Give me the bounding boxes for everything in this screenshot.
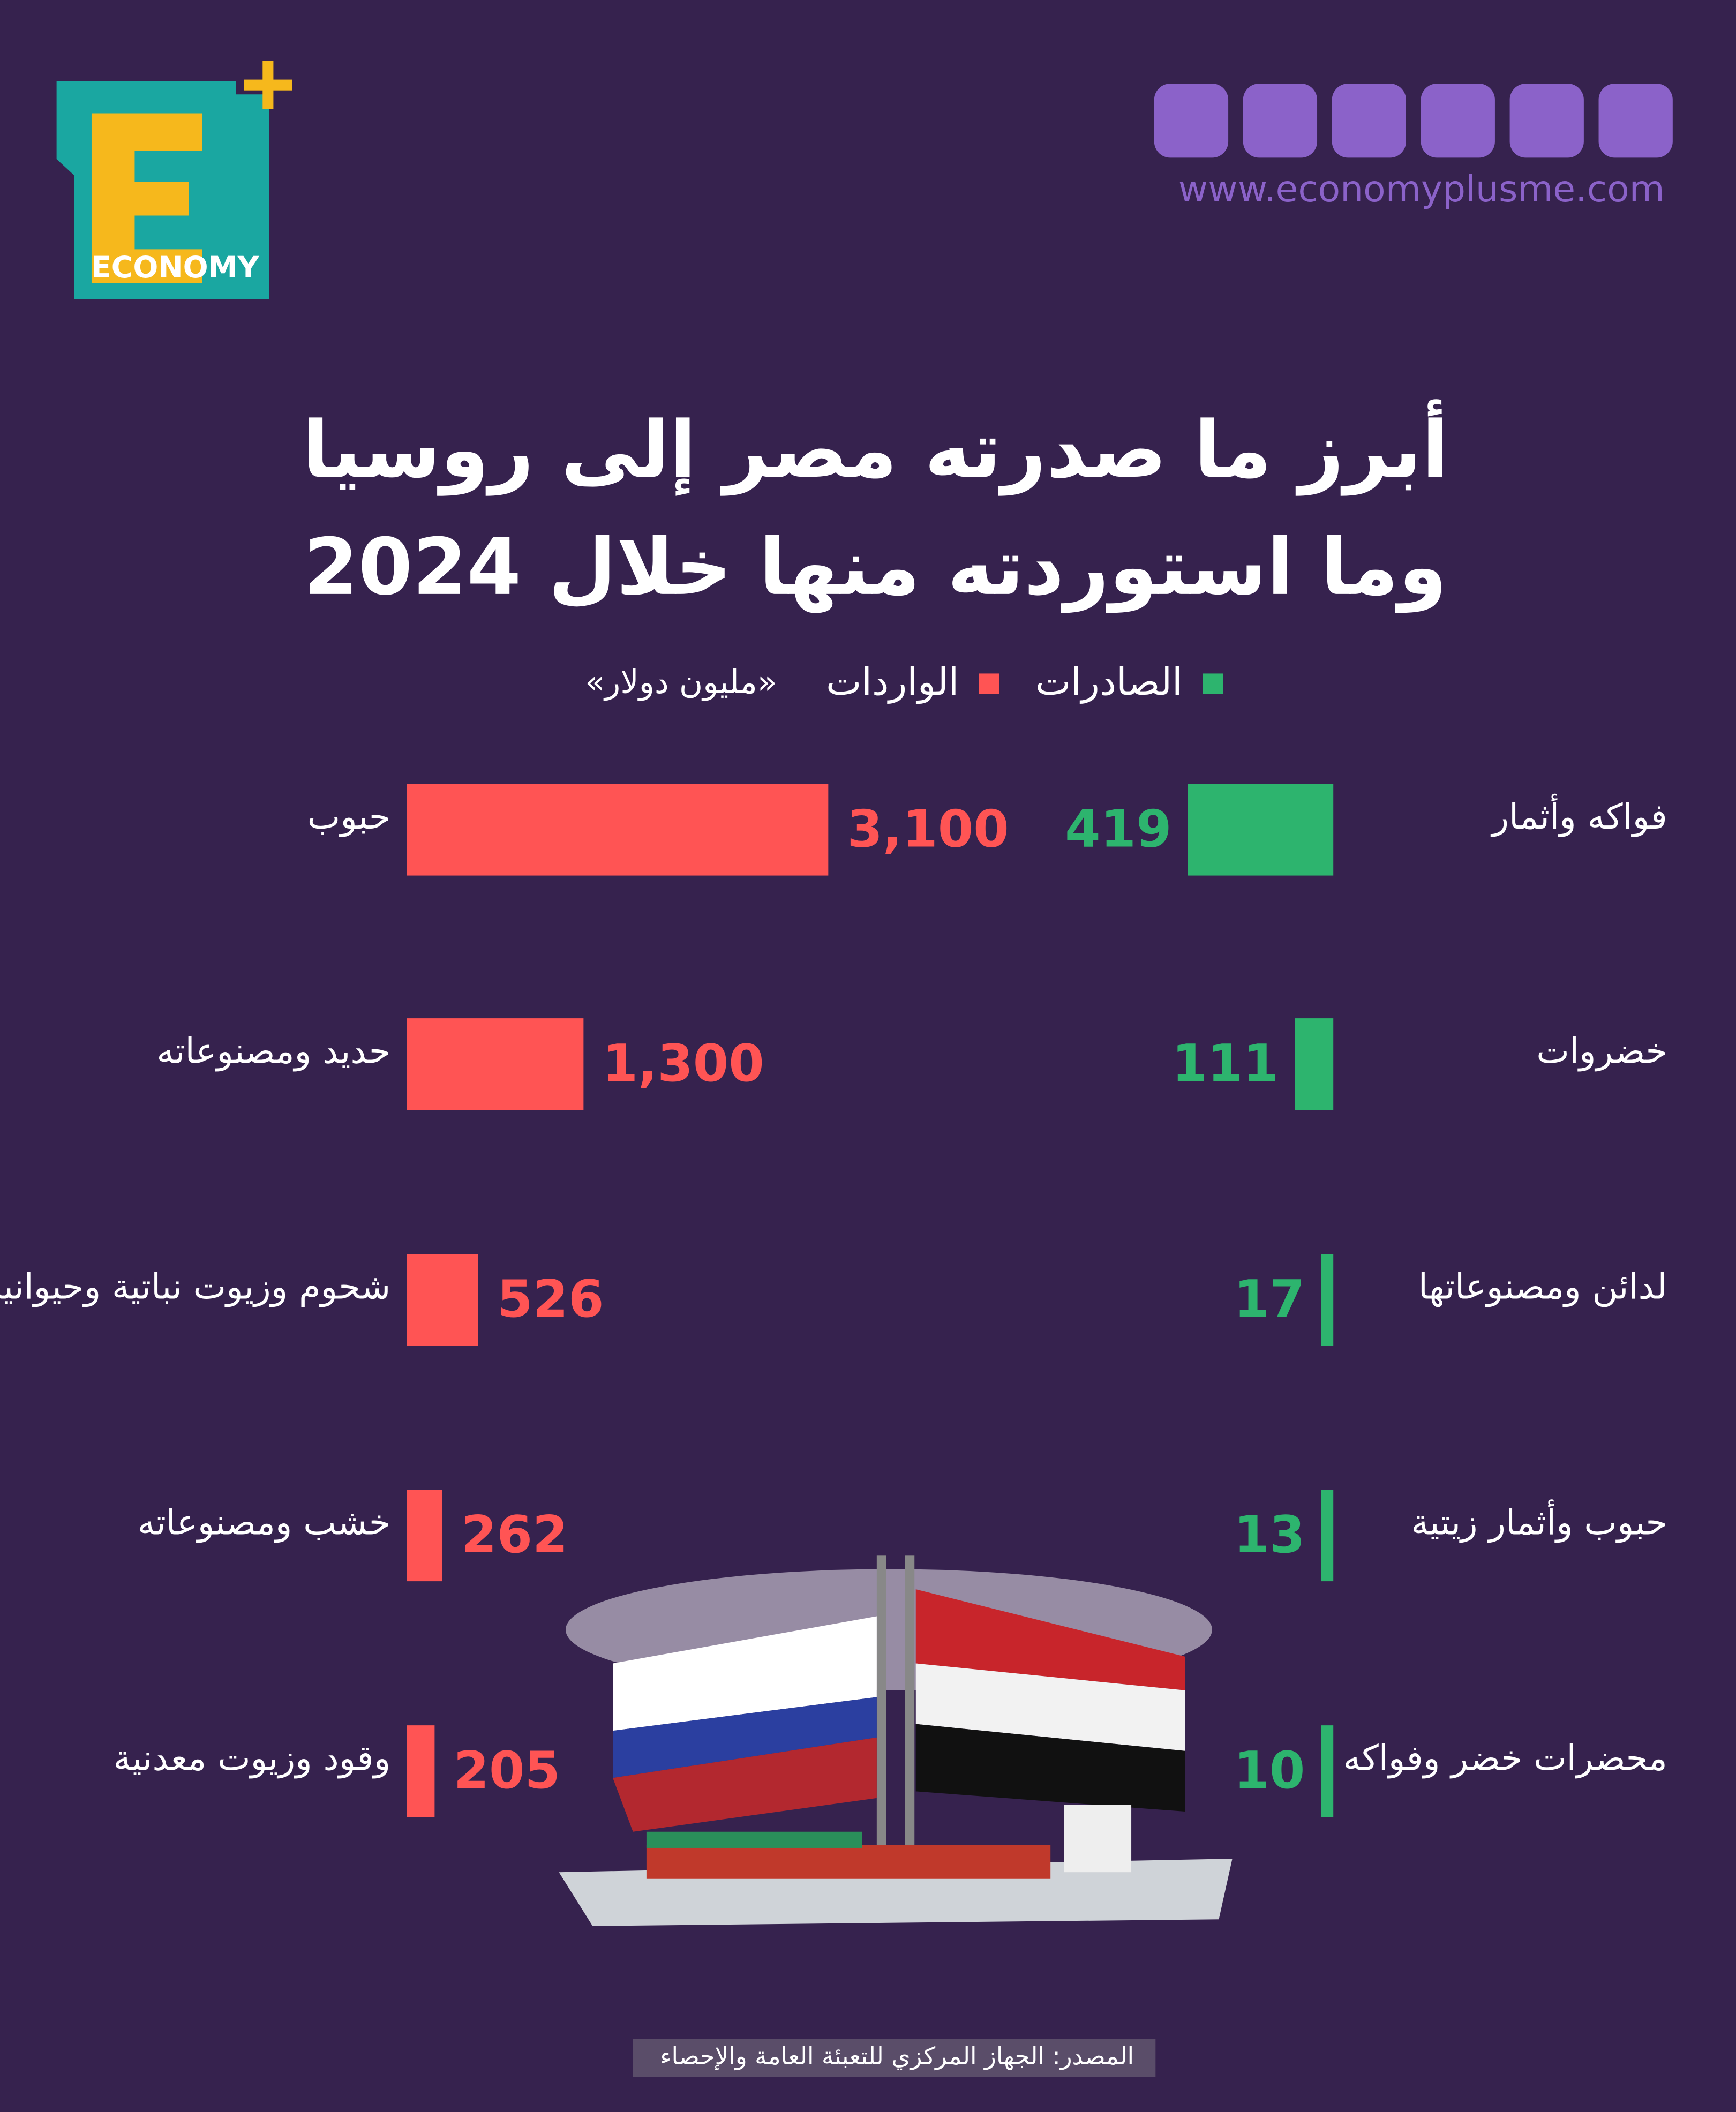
source-box	[633, 2039, 1156, 2077]
pole	[905, 1555, 915, 1866]
unit-label: «مليون دولار»	[585, 664, 777, 701]
bar	[1321, 1254, 1334, 1346]
value-label: 526	[497, 1269, 604, 1329]
flag-stripe	[915, 1724, 1185, 1812]
category-label: خضروات	[1536, 1031, 1667, 1072]
flag-stripe	[915, 1663, 1185, 1751]
legend-swatch	[1203, 673, 1223, 694]
title-line: أبرز ما صدرته مصر إلى روسيا	[302, 399, 1448, 496]
social-icons	[1154, 84, 1673, 158]
threads-icon[interactable]	[1598, 84, 1673, 158]
flag-stripe	[613, 1737, 877, 1832]
value-label: 111	[1172, 1033, 1279, 1093]
ship-illustration	[559, 1555, 1233, 1926]
value-label: 10	[1234, 1740, 1305, 1800]
bar	[407, 1018, 584, 1110]
flag-stripe	[915, 1589, 1185, 1690]
bar	[1188, 784, 1334, 876]
website[interactable]: www.economyplusme.com	[1178, 168, 1665, 211]
flag-stripe	[613, 1697, 877, 1778]
category-label: حديد ومصنوعاته	[156, 1031, 390, 1072]
category-label: وقود وزيوت معدنية	[114, 1738, 391, 1779]
value-label: 419	[1065, 799, 1171, 859]
category-label: شحوم وزيوت نباتية وحيوانية	[0, 1267, 390, 1307]
value-label: 13	[1234, 1505, 1305, 1565]
source: المصدر: الجهاز المركزي للتعبئة العامة وا…	[660, 2042, 1134, 2071]
bar	[1295, 1018, 1334, 1110]
bar	[407, 1254, 478, 1346]
category-label: خشب ومصنوعاته	[138, 1502, 391, 1543]
youtube-icon[interactable]	[1509, 84, 1584, 158]
bar	[407, 1725, 435, 1817]
title-line: وما استوردته منها خلال 2024	[304, 522, 1447, 613]
bar	[407, 1490, 442, 1582]
twitter-icon[interactable]	[1332, 84, 1406, 158]
logo: ECONOMY	[56, 61, 292, 299]
value-label: 262	[461, 1505, 568, 1565]
bar	[1321, 1490, 1334, 1582]
logo-text: ECONOMY	[91, 251, 260, 285]
value-label: 3,100	[847, 799, 1009, 859]
instagram-icon[interactable]	[1243, 84, 1318, 158]
category-label: لدائن ومصنوعاتها	[1418, 1267, 1667, 1307]
legend-label: الصادرات	[1035, 660, 1183, 704]
flag-stripe	[613, 1616, 877, 1731]
legend-label: الواردات	[826, 660, 959, 704]
containers	[646, 1831, 862, 1848]
value-label: 1,300	[603, 1033, 764, 1093]
category-label: محضرات خضر وفواكه	[1343, 1738, 1667, 1779]
value-label: 17	[1234, 1269, 1305, 1329]
category-label: حبوب	[307, 796, 390, 837]
value-label: 205	[454, 1740, 560, 1800]
pole	[876, 1555, 886, 1866]
bridge	[1064, 1805, 1132, 1873]
linkedin-icon[interactable]	[1421, 84, 1495, 158]
bar	[407, 784, 829, 876]
facebook-icon[interactable]	[1154, 84, 1229, 158]
legend-swatch	[979, 673, 999, 694]
logo-e	[91, 113, 202, 283]
category-label: حبوب وأثمار زيتية	[1411, 1499, 1667, 1543]
containers	[646, 1845, 1051, 1879]
category-label: فواكه وأثمار	[1490, 793, 1667, 837]
logo-plus	[244, 79, 292, 91]
bar	[1321, 1725, 1334, 1817]
